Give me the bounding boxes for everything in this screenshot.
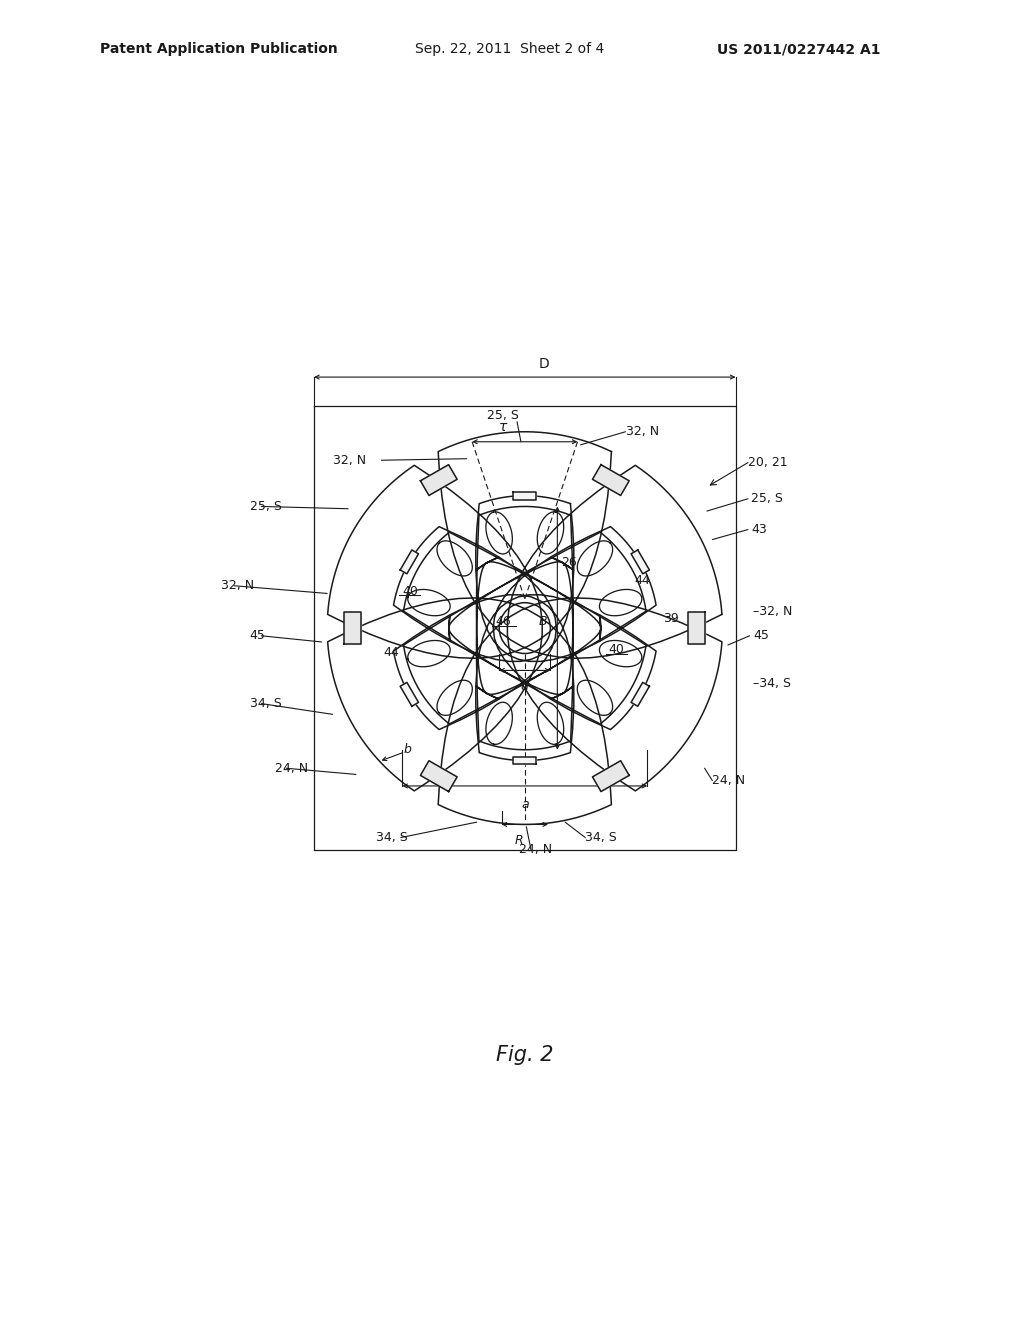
- Text: 25, S: 25, S: [487, 409, 519, 422]
- Text: 34, S: 34, S: [586, 832, 617, 843]
- Text: 40: 40: [608, 643, 625, 656]
- Text: 25, S: 25, S: [250, 500, 282, 513]
- Text: D: D: [539, 356, 550, 371]
- Text: τ: τ: [499, 420, 507, 434]
- Text: 32, N: 32, N: [221, 579, 254, 593]
- Polygon shape: [688, 612, 706, 644]
- Polygon shape: [400, 550, 419, 574]
- Text: R: R: [514, 834, 523, 847]
- Text: a: a: [521, 797, 528, 810]
- Polygon shape: [344, 612, 361, 644]
- Text: 20, 21: 20, 21: [748, 455, 787, 469]
- Text: b: b: [403, 743, 411, 756]
- Polygon shape: [421, 465, 457, 495]
- Text: 34, S: 34, S: [376, 832, 408, 843]
- Polygon shape: [513, 756, 537, 764]
- Text: Fig. 2: Fig. 2: [496, 1045, 554, 1065]
- Text: 32, N: 32, N: [333, 454, 366, 467]
- Text: d: d: [521, 681, 528, 693]
- Text: 44: 44: [384, 647, 399, 659]
- Text: Sep. 22, 2011  Sheet 2 of 4: Sep. 22, 2011 Sheet 2 of 4: [415, 42, 604, 57]
- Text: 26: 26: [561, 556, 577, 569]
- Text: 34, S: 34, S: [250, 697, 282, 710]
- Polygon shape: [631, 550, 649, 574]
- Polygon shape: [400, 682, 419, 706]
- Text: 40: 40: [402, 585, 418, 598]
- Polygon shape: [513, 492, 537, 499]
- Text: 32, N: 32, N: [626, 425, 658, 438]
- Text: 45: 45: [754, 630, 769, 643]
- Text: 43: 43: [751, 523, 767, 536]
- Text: –32, N: –32, N: [754, 605, 793, 618]
- Text: 24, N: 24, N: [713, 774, 745, 787]
- Text: 25, S: 25, S: [751, 492, 783, 506]
- Text: B: B: [539, 615, 548, 628]
- Polygon shape: [593, 465, 629, 495]
- Text: US 2011/0227442 A1: US 2011/0227442 A1: [717, 42, 881, 57]
- Text: 39: 39: [345, 615, 360, 628]
- Text: 24, N: 24, N: [518, 843, 552, 857]
- Text: 46: 46: [496, 615, 511, 628]
- Polygon shape: [631, 682, 649, 706]
- Text: 24, N: 24, N: [275, 762, 308, 775]
- Text: 45: 45: [250, 630, 265, 643]
- Text: –34, S: –34, S: [754, 677, 792, 690]
- Text: 39: 39: [663, 612, 679, 626]
- Text: 44: 44: [635, 574, 650, 587]
- Polygon shape: [593, 760, 629, 792]
- Polygon shape: [421, 760, 457, 792]
- Text: Patent Application Publication: Patent Application Publication: [100, 42, 338, 57]
